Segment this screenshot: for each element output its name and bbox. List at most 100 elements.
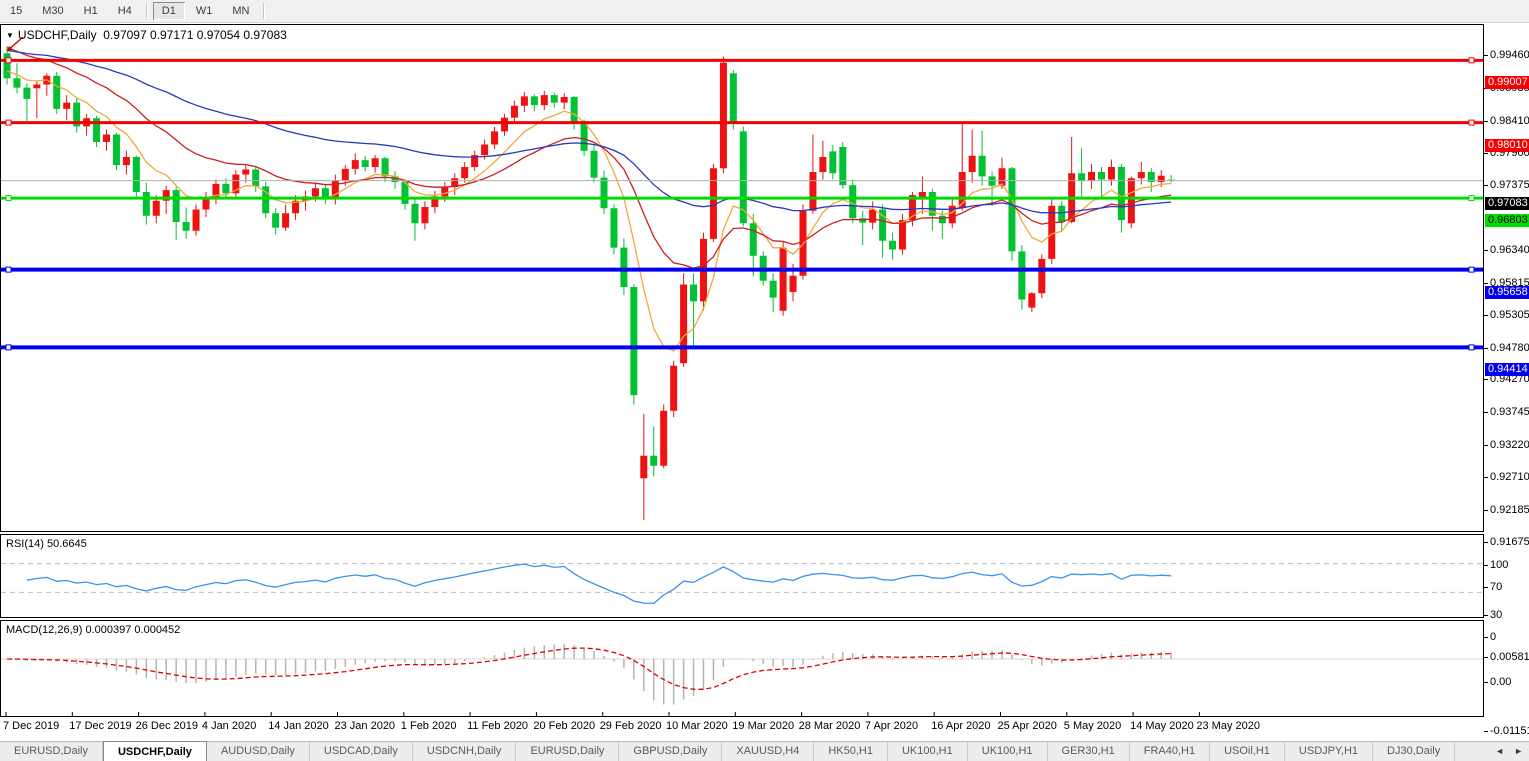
rsi-tick: 30 [1490, 609, 1503, 621]
rsi-pane[interactable]: RSI(14) 50.6645 [0, 534, 1484, 618]
candle-down [252, 169, 260, 187]
date-label: 20 Feb 2020 [533, 720, 596, 732]
toolbar-separator [145, 3, 148, 19]
candle-down [620, 247, 628, 287]
chart-tab-eurusd-daily[interactable]: EURUSD,Daily [0, 742, 103, 761]
axis-tick-mark [1484, 250, 1488, 251]
chart-tab-gbpusd-daily[interactable]: GBPUSD,Daily [619, 742, 723, 761]
time-axis[interactable]: 7 Dec 2019 17 Dec 2019 26 Dec 2019 4 Jan 20… [0, 717, 1484, 741]
price-label-badge: 0.94414 [1485, 363, 1529, 376]
axis-tick-mark [1484, 315, 1488, 316]
chart-tab-hk50-h1[interactable]: HK50,H1 [814, 742, 888, 761]
timeframe-button-h1[interactable]: H1 [83, 5, 98, 17]
tab-scroll-left-icon[interactable]: ◄ [1495, 746, 1505, 756]
candle-down [938, 215, 946, 224]
chart-tab-usdcad-daily[interactable]: USDCAD,Daily [310, 742, 413, 761]
candle-up [809, 172, 817, 211]
timeframe-button-w1[interactable]: W1 [195, 5, 213, 17]
candle-down [1117, 167, 1125, 221]
chart-tab-usdchf-daily[interactable]: USDCHF,Daily [102, 741, 207, 761]
candle-up [481, 144, 489, 156]
chart-tab-usoil-h1[interactable]: USOil,H1 [1210, 742, 1285, 761]
chart-tab-audusd-daily[interactable]: AUDUSD,Daily [207, 742, 310, 761]
axis-tick-mark [1484, 731, 1488, 732]
candle-down [23, 87, 31, 99]
symbol-dropdown-icon[interactable]: ▼ [6, 31, 14, 40]
price-tick: 0.92185 [1490, 504, 1529, 516]
rsi-tick: 0 [1490, 631, 1497, 643]
candle-up [471, 155, 479, 167]
tab-scroll-right-icon[interactable]: ► [1514, 746, 1523, 756]
timeframe-button-d1[interactable]: D1 [152, 2, 185, 20]
candle-up [152, 200, 160, 216]
timeframe-button-mn[interactable]: MN [232, 5, 250, 17]
candle-up [899, 220, 906, 250]
macd-tick: -0.011514 [1490, 725, 1529, 737]
candle-down [361, 160, 369, 167]
date-label: 14 Jan 2020 [268, 720, 329, 732]
candle-up [1028, 293, 1036, 308]
candle-up [331, 180, 339, 200]
rsi-tick: 100 [1490, 559, 1509, 571]
axis-tick-mark [1484, 185, 1488, 186]
axis-tick-mark [1484, 637, 1488, 638]
timeframe-button-15[interactable]: 15 [10, 5, 23, 17]
candle-down [1008, 168, 1016, 252]
candle-down [889, 240, 897, 250]
chart-tab-usdjpy-h1[interactable]: USDJPY,H1 [1285, 742, 1374, 761]
candle-up [918, 192, 926, 200]
date-label: 4 Jan 2020 [201, 720, 257, 732]
rsi-tick: 70 [1490, 581, 1503, 593]
candle-down [3, 53, 11, 79]
candle-down [530, 96, 538, 106]
candle-up [709, 168, 717, 239]
candle-down [1018, 251, 1026, 300]
price-axis[interactable]: 0.994600.989350.984100.979000.973750.963… [1484, 24, 1529, 737]
candle-down [321, 188, 329, 200]
chart-tab-usdcnh-daily[interactable]: USDCNH,Daily [413, 742, 517, 761]
candle-up [719, 62, 727, 169]
candle-down [391, 176, 399, 182]
candle-down [1058, 205, 1066, 222]
chart-tab-dj30-daily[interactable]: DJ30,Daily [1373, 742, 1456, 761]
candle-down [1098, 172, 1105, 180]
chart-tab-uk100-h1[interactable]: UK100,H1 [888, 742, 968, 761]
chart-tab-uk100-h1[interactable]: UK100,H1 [968, 742, 1048, 761]
candle-down [73, 102, 81, 127]
chart-tab-xauusd-h4[interactable]: XAUUSD,H4 [722, 742, 815, 761]
toolbar-separator [263, 3, 266, 19]
price-tick: 0.96340 [1490, 244, 1529, 256]
date-label: 5 May 2020 [1063, 720, 1122, 732]
price-tick: 0.95305 [1490, 309, 1529, 321]
candle-down [739, 131, 747, 224]
candle-up [501, 117, 508, 132]
candle-up [819, 157, 827, 172]
candle-down [172, 190, 180, 222]
candle-down [849, 185, 857, 219]
axis-tick-mark [1484, 445, 1488, 446]
candle-up [1088, 172, 1096, 181]
rsi-chart [1, 563, 1483, 605]
candle-up [680, 284, 688, 364]
candle-down [928, 192, 936, 216]
axis-tick-mark [1484, 55, 1488, 56]
chart-tab-ger30-h1[interactable]: GER30,H1 [1048, 742, 1130, 761]
symbol-name: USDCHF,Daily [17, 28, 97, 42]
candle-up [212, 183, 220, 197]
line-handle [5, 266, 12, 273]
date-label: 11 Feb 2020 [467, 720, 529, 732]
date-label: 29 Feb 2020 [599, 720, 662, 732]
macd-pane[interactable]: MACD(12,26,9) 0.000397 0.000452 [0, 620, 1484, 717]
chart-tab-fra40-h1[interactable]: FRA40,H1 [1130, 742, 1211, 761]
candle-up [232, 174, 240, 194]
timeframe-button-h4[interactable]: H4 [117, 5, 132, 17]
chart-tab-eurusd-daily[interactable]: EURUSD,Daily [516, 742, 620, 761]
candle-down [401, 182, 409, 204]
axis-tick-mark [1484, 348, 1488, 349]
price-label-badge: 0.95658 [1485, 286, 1529, 299]
main-chart-pane[interactable]: ▼ USDCHF,Daily 0.97097 0.97171 0.97054 0.… [0, 24, 1484, 532]
candle-down [381, 158, 389, 177]
timeframe-button-m30[interactable]: M30 [42, 5, 64, 17]
candle-up [311, 188, 319, 197]
axis-tick-mark [1484, 510, 1488, 511]
